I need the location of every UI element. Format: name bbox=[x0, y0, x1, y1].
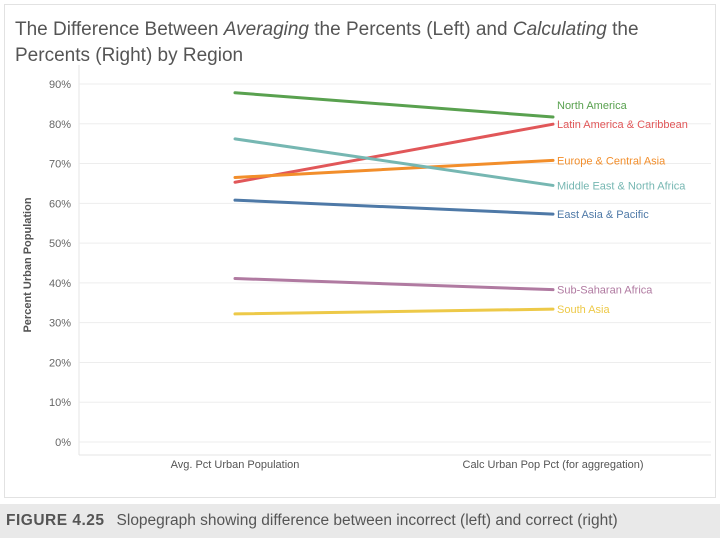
title-part-3: the Percents (Right) by Region bbox=[15, 19, 639, 66]
x-category-label: Calc Urban Pop Pct (for aggregation) bbox=[463, 459, 644, 471]
chart-frame: 0% 10% 20% 30% 40% 50% 60% 70% 80% 90% Percent Urb… bbox=[4, 4, 716, 498]
figure-label: FIGURE 4.25 bbox=[6, 512, 105, 529]
series-line-sub-saharan-africa bbox=[233, 277, 555, 292]
title-emphasis-calculating: Calculating bbox=[512, 19, 607, 40]
y-tick-label: 30% bbox=[49, 318, 71, 330]
series-label-middle-east-and-north-africa: Middle East & North Africa bbox=[557, 180, 686, 192]
series-label-south-asia: South Asia bbox=[557, 304, 610, 316]
y-tick-label: 10% bbox=[49, 397, 71, 409]
y-axis-label: Percent Urban Population bbox=[22, 197, 34, 332]
series-label-europe-and-central-asia: Europe & Central Asia bbox=[557, 155, 666, 167]
series-label-east-asia-and-pacific: East Asia & Pacific bbox=[557, 209, 649, 221]
series-label-north-america: North America bbox=[557, 100, 628, 112]
series-label-latin-america-and-caribbean: Latin America & Caribbean bbox=[557, 119, 688, 131]
series-line-europe-and-central-asia bbox=[233, 158, 555, 179]
series-line-north-america bbox=[233, 91, 555, 119]
y-tick-label: 90% bbox=[49, 79, 71, 91]
title-part-1: The Difference Between bbox=[15, 19, 224, 40]
caption-bar: FIGURE 4.25 Slopegraph showing difference… bbox=[0, 504, 720, 538]
series-line-south-asia bbox=[233, 307, 555, 316]
y-tick-label: 40% bbox=[49, 278, 71, 290]
title-emphasis-averaging: Averaging bbox=[223, 19, 309, 40]
chart-plot: 0% 10% 20% 30% 40% 50% 60% 70% 80% 90% Percent Urb… bbox=[22, 65, 711, 471]
title-part-2: the Percents (Left) and bbox=[309, 19, 513, 40]
figure-caption-text: Slopegraph showing difference between in… bbox=[116, 512, 618, 529]
y-tick-label: 70% bbox=[49, 159, 71, 171]
y-tick-label: 50% bbox=[49, 238, 71, 250]
series-line-latin-america-and-caribbean bbox=[233, 122, 555, 184]
figure-caption: FIGURE 4.25 Slopegraph showing difference… bbox=[6, 512, 618, 530]
y-tick-label: 80% bbox=[49, 119, 71, 131]
chart-title: The Difference Between Averaging the Per… bbox=[15, 17, 705, 69]
y-tick-label: 60% bbox=[49, 198, 71, 210]
y-tick-label: 0% bbox=[55, 437, 71, 449]
series-line-middle-east-and-north-africa bbox=[233, 137, 555, 187]
series-label-sub-saharan-africa: Sub-Saharan Africa bbox=[557, 285, 653, 297]
y-tick-label: 20% bbox=[49, 357, 71, 369]
series-line-east-asia-and-pacific bbox=[233, 198, 555, 216]
x-category-label: Avg. Pct Urban Population bbox=[171, 459, 300, 471]
